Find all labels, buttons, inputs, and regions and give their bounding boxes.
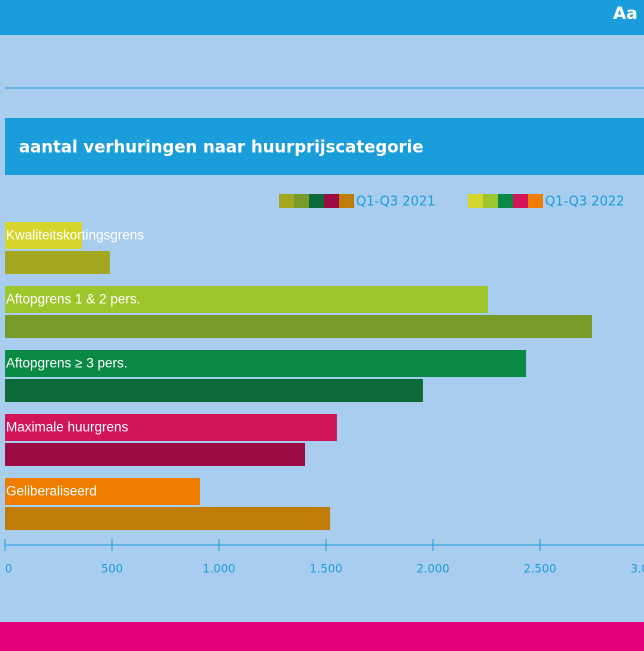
legend-label: Q1-Q3 2022 [545,195,624,210]
bar [5,222,83,249]
x-tick-label: 500 [101,562,123,576]
category-label: Aftopgrens 1 & 2 pers. [6,292,140,307]
legend-swatch [339,194,354,208]
legend-swatch [468,194,483,208]
x-tick-label: 2.000 [417,562,450,576]
bar [5,315,593,338]
legend-swatch [279,194,294,208]
legend-swatch [498,194,513,208]
bar [5,414,337,441]
legend-swatch [294,194,309,208]
category-label: Maximale huurgrens [6,420,129,435]
legend-swatch [324,194,339,208]
x-tick-label: 1.000 [203,562,236,576]
bar [5,443,306,466]
legend-swatch [483,194,498,208]
legend-swatch [528,194,543,208]
x-tick-label: 2.500 [524,562,557,576]
bar [5,350,527,377]
chart-title: aantal verhuringen naar huurprijscategor… [19,138,424,157]
page-header: Aa [613,4,638,24]
bar [5,507,331,530]
bar [5,379,423,402]
footer-bar [0,622,644,651]
top-bar [0,0,644,35]
legend-swatch [513,194,528,208]
bar [5,251,110,274]
category-label: Kwaliteitskortingsgrens [6,228,144,243]
category-label: Aftopgrens ≥ 3 pers. [6,356,127,371]
x-tick-label: 3.000 [631,562,644,576]
legend-label: Q1-Q3 2021 [356,195,435,210]
x-tick-label: 1.500 [310,562,343,576]
category-label: Geliberaliseerd [6,484,97,499]
title-bar [5,118,644,175]
bar [5,478,200,505]
x-tick-label: 0 [5,562,12,576]
legend-swatch [309,194,324,208]
bar [5,286,488,313]
